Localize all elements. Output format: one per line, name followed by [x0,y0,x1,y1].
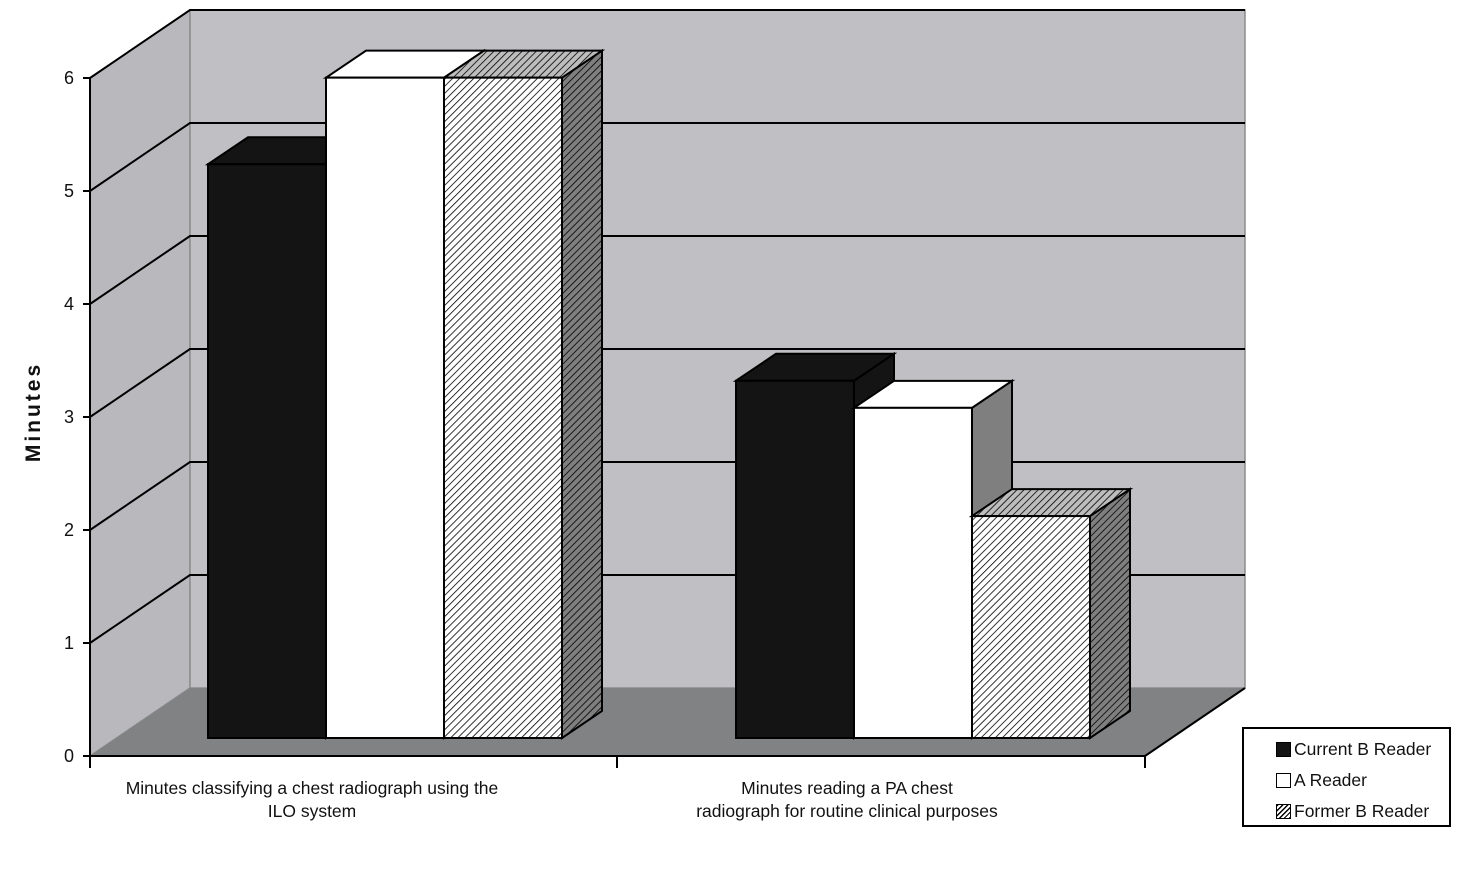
legend-swatch [1276,804,1291,819]
bar-front [853,406,973,739]
y-tick-label: 3 [64,407,74,427]
legend-item: A Reader [1244,765,1449,796]
gridline [89,348,1245,418]
y-tick-label: 4 [64,294,74,314]
bar-front [207,163,327,740]
legend-label: Former B Reader [1294,801,1430,821]
gridline [89,235,1245,305]
legend-swatch [1276,773,1291,788]
bar-side [1089,487,1131,740]
gridline [89,9,1245,79]
legend: Current B Reader A Reader Former B Reader [1242,727,1451,827]
category-label: Minutes reading a PA chest radiograph for… [696,778,998,821]
category-label: Minutes classifying a chest radiograph u… [126,778,499,821]
bar-side [561,48,603,740]
bar-front [325,76,445,740]
legend-label: A Reader [1294,770,1367,790]
legend-label: Current B Reader [1294,739,1432,759]
y-tick-label: 2 [64,520,74,540]
gridlines [89,9,1245,644]
legend-item: Current B Reader [1244,734,1449,765]
y-tick-label: 0 [64,746,74,766]
bar-front [443,76,563,740]
bar [440,48,606,740]
y-tick-label: 6 [64,68,74,88]
floor-edge [1144,687,1246,757]
y-tick-label: 1 [64,633,74,653]
gridline [89,122,1245,192]
bar [968,487,1134,740]
y-axis-title: Minutes [22,362,45,462]
bar-front [971,515,1091,739]
legend-swatch [1276,742,1291,757]
axes: 0 1 2 3 4 5 6 Minutes classifying a chest radio… [64,68,1246,821]
y-tick-label: 5 [64,181,74,201]
bars [204,48,1134,740]
legend-item: Former B Reader [1244,796,1449,827]
bar-front [735,379,855,739]
